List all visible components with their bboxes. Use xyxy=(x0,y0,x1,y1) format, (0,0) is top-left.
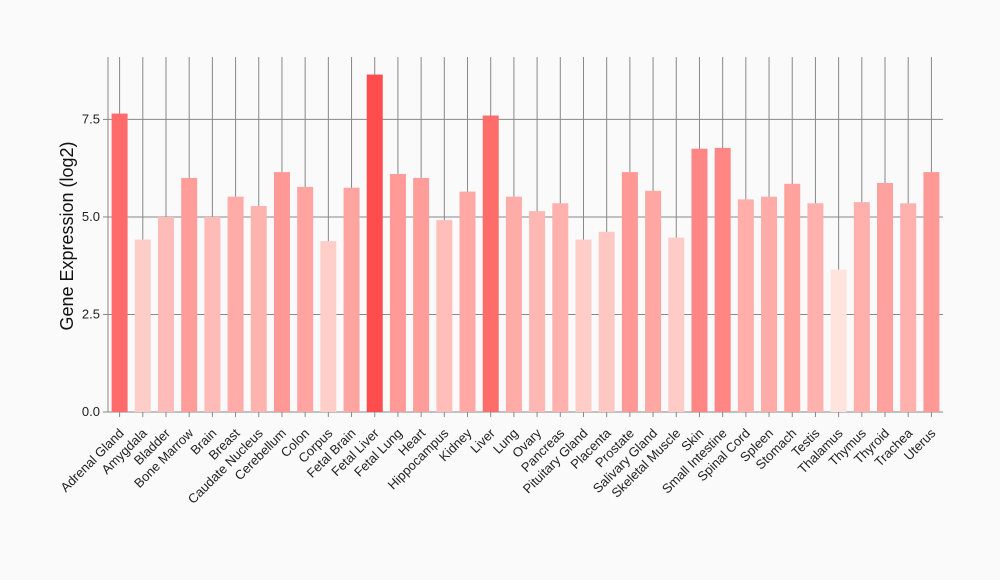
bar xyxy=(157,216,174,412)
bar xyxy=(389,174,406,412)
horizontal-gridlines xyxy=(103,118,943,413)
bar xyxy=(877,183,894,412)
bar xyxy=(366,74,383,413)
bar xyxy=(552,203,569,412)
bar xyxy=(227,196,244,412)
bar xyxy=(529,211,546,412)
bar xyxy=(459,191,476,412)
bar xyxy=(134,239,151,412)
bars-group xyxy=(111,74,940,413)
y-tick-label: 2.5 xyxy=(82,306,100,321)
bar xyxy=(621,172,638,412)
bar xyxy=(413,177,430,412)
bar xyxy=(714,147,731,412)
bar xyxy=(343,187,360,412)
bar xyxy=(807,203,824,412)
x-tick-label: Liver xyxy=(467,425,498,456)
y-tick-label: 0.0 xyxy=(82,404,100,419)
bar xyxy=(181,177,198,412)
bar xyxy=(645,190,662,412)
bar xyxy=(737,199,754,412)
y-tick-label: 5.0 xyxy=(82,209,100,224)
bar xyxy=(923,172,940,412)
bar xyxy=(505,196,522,412)
bar xyxy=(297,186,314,412)
bar xyxy=(900,203,917,412)
bar xyxy=(482,115,499,413)
bar xyxy=(784,183,801,412)
bar xyxy=(273,172,290,412)
bar xyxy=(761,196,778,412)
y-tick-label: 7.5 xyxy=(82,111,100,126)
bar xyxy=(250,206,267,412)
bar xyxy=(204,216,221,412)
y-axis-label: Gene Expression (log2) xyxy=(57,141,77,330)
bar xyxy=(691,148,708,412)
bar xyxy=(111,113,128,413)
bar xyxy=(436,220,453,412)
bar xyxy=(853,202,870,412)
bar xyxy=(830,269,847,412)
bar xyxy=(575,239,592,412)
bar xyxy=(320,241,337,412)
plot-background xyxy=(108,57,943,412)
y-tick-labels: 0.0 2.5 5.0 7.5 xyxy=(82,111,100,419)
bar xyxy=(668,237,685,412)
bar xyxy=(598,231,615,412)
